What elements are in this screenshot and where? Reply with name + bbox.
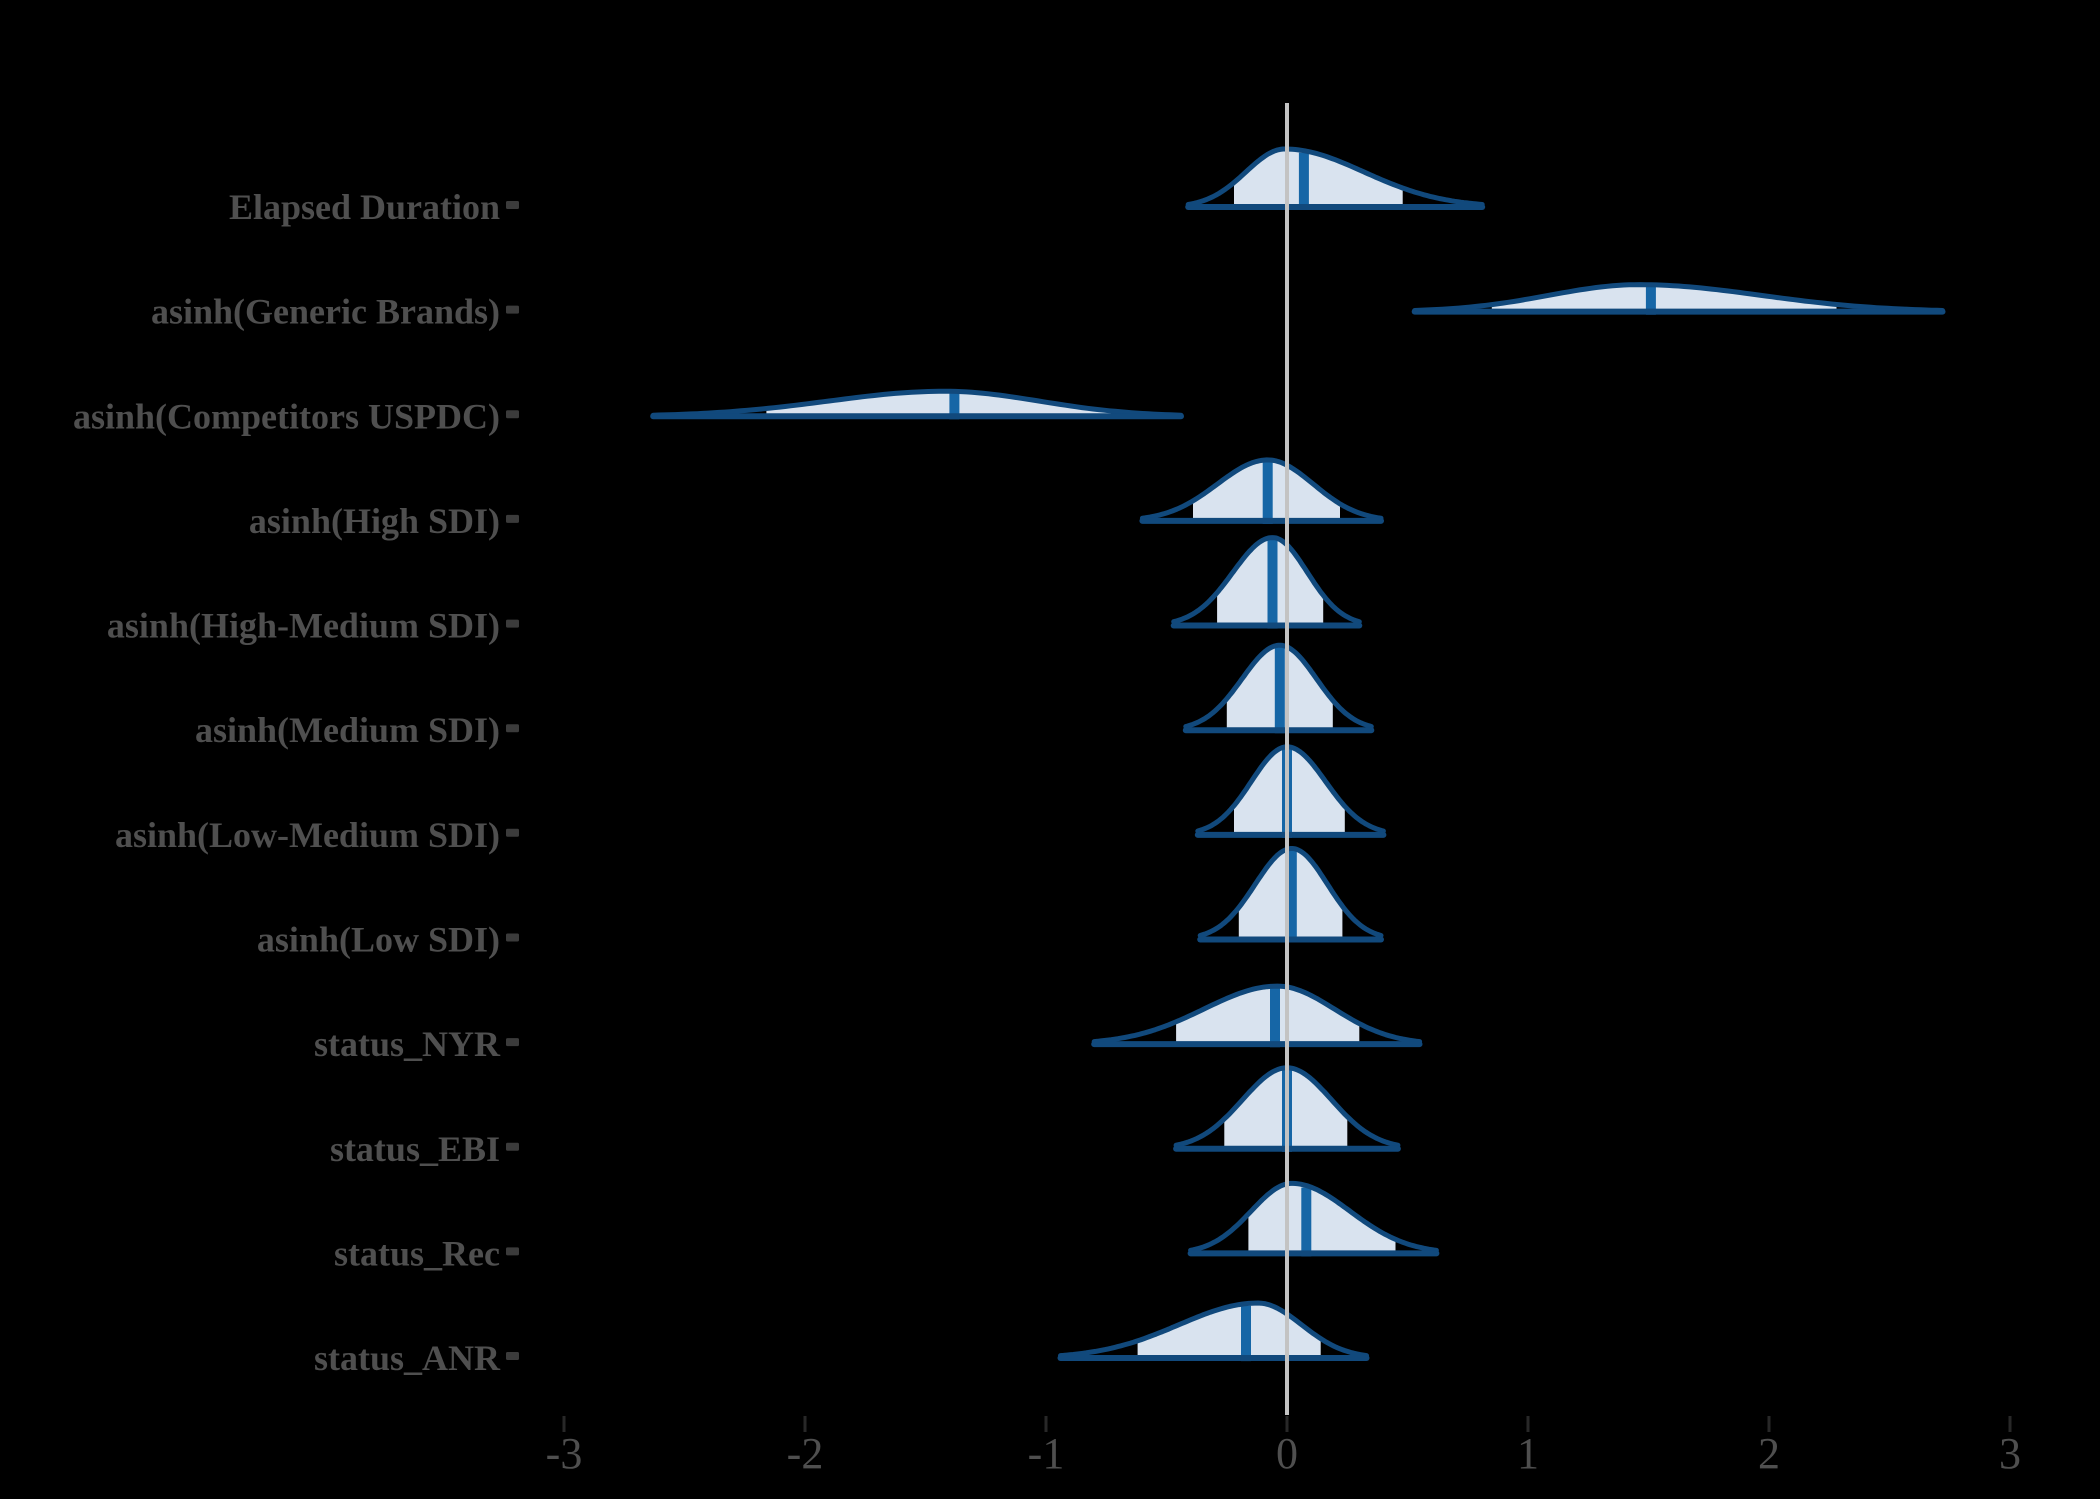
x-axis-tick-label: 0 (1276, 1429, 1298, 1478)
density-outline (1139, 457, 1384, 521)
density-shaded-interval (1137, 1303, 1321, 1360)
density-row-asinh-low-medium-sdi (1194, 744, 1387, 838)
density-outline (1412, 282, 1945, 313)
y-axis-tick (506, 410, 519, 419)
y-axis-tick (506, 1247, 519, 1256)
row-label: asinh(Competitors USPDC) (73, 396, 500, 436)
median-line (1645, 286, 1656, 315)
y-axis-tick (506, 201, 519, 209)
y-axis-tick (506, 305, 519, 314)
median-line (1298, 152, 1309, 210)
y-axis-tick (506, 828, 519, 837)
density-row-status-rec (1187, 1180, 1440, 1257)
row-label: asinh(Low-Medium SDI) (115, 815, 500, 855)
density-outline (650, 388, 1184, 418)
y-axis-tick (506, 514, 519, 523)
density-row-asinh-high-sdi (1139, 457, 1384, 524)
row-label: asinh(High-Medium SDI) (107, 606, 500, 646)
density-row-asinh-high-medium-sdi (1170, 535, 1363, 629)
x-axis-tick-label: -1 (1028, 1429, 1065, 1478)
row-label: status_EBI (330, 1129, 500, 1169)
row-label: status_NYR (314, 1024, 501, 1064)
x-axis-tick-label: -2 (787, 1429, 824, 1478)
density-row-elapsed-duration (1185, 146, 1486, 210)
density-outline (1188, 1180, 1439, 1253)
y-axis-tick (506, 1038, 519, 1047)
median-line (1270, 988, 1280, 1048)
row-label: status_ANR (314, 1338, 501, 1378)
x-axis-tick-label: -3 (546, 1429, 583, 1478)
density-row-asinh-low-sdi (1197, 846, 1384, 943)
density-outline (1197, 846, 1384, 938)
density-row-status-nyr (1091, 983, 1423, 1048)
density-shaded-interval (1176, 986, 1360, 1047)
density-row-status-anr (1057, 1300, 1370, 1362)
density-outline (1185, 146, 1485, 207)
median-line (1241, 1305, 1251, 1362)
row-label: Elapsed Duration (229, 187, 500, 227)
y-axis-tick (506, 619, 519, 628)
density-outline (1091, 983, 1423, 1045)
row-label: asinh(Low SDI) (257, 920, 500, 960)
y-axis-tick (506, 1142, 519, 1151)
density-row-asinh-competitors-uspdc (650, 388, 1184, 420)
density-outline (1058, 1300, 1369, 1359)
density-row-asinh-medium-sdi (1182, 642, 1375, 734)
median-line (1274, 647, 1285, 734)
row-label: asinh(Medium SDI) (195, 710, 500, 750)
median-line (949, 393, 960, 420)
x-axis-tick-label: 1 (1517, 1429, 1539, 1478)
median-line (1262, 461, 1273, 524)
density-outline (1183, 642, 1374, 729)
x-axis-tick-label: 3 (1999, 1429, 2021, 1478)
y-axis-tick (506, 724, 519, 733)
density-shaded-interval (1234, 149, 1403, 209)
row-label: asinh(High SDI) (249, 501, 500, 541)
y-axis-tick (506, 1352, 519, 1360)
y-axis-tick (506, 933, 519, 942)
density-row-asinh-generic-brands (1411, 282, 1946, 315)
x-axis-tick-label: 2 (1758, 1429, 1780, 1478)
median-line (1267, 539, 1278, 629)
density-outline (1171, 535, 1362, 625)
median-line (1286, 850, 1297, 943)
density-outline (1195, 744, 1386, 834)
row-label: status_Rec (334, 1233, 500, 1273)
row-label: asinh(Generic Brands) (151, 292, 500, 332)
median-line (1301, 1187, 1312, 1257)
